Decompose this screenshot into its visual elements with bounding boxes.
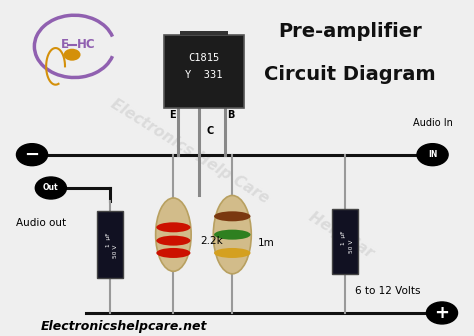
Text: E: E: [169, 110, 176, 120]
Text: Electronics Help Care: Electronics Help Care: [108, 96, 272, 206]
Text: +: +: [435, 304, 449, 322]
Ellipse shape: [156, 222, 191, 232]
Text: Pre-amplifier: Pre-amplifier: [278, 22, 422, 41]
Text: 50 V: 50 V: [348, 240, 354, 253]
Bar: [180, 31, 228, 35]
Text: −: −: [25, 146, 40, 164]
Text: IN: IN: [428, 150, 437, 159]
Text: 1  μF: 1 μF: [341, 231, 346, 245]
Bar: [97, 211, 123, 278]
Ellipse shape: [214, 248, 251, 258]
Text: Audio out: Audio out: [17, 218, 66, 228]
Ellipse shape: [214, 211, 251, 221]
Circle shape: [427, 302, 457, 324]
Circle shape: [36, 177, 66, 199]
Text: Help Car: Help Car: [306, 209, 376, 260]
Bar: [332, 209, 358, 274]
Text: 50 V: 50 V: [113, 245, 118, 258]
Ellipse shape: [156, 248, 191, 258]
Bar: [164, 35, 244, 108]
Circle shape: [417, 144, 448, 166]
Text: 1  μF: 1 μF: [106, 233, 111, 247]
Text: HC: HC: [77, 38, 95, 51]
Text: Circuit Diagram: Circuit Diagram: [264, 65, 436, 84]
Ellipse shape: [214, 229, 251, 240]
Ellipse shape: [155, 198, 191, 271]
Text: Electronicshelpcare.net: Electronicshelpcare.net: [41, 320, 207, 333]
Text: Out: Out: [43, 183, 59, 193]
Text: C: C: [206, 126, 214, 136]
Text: C1815
Y  331: C1815 Y 331: [185, 53, 223, 80]
Text: 6 to 12 Volts: 6 to 12 Volts: [355, 286, 420, 296]
Text: E: E: [61, 38, 69, 51]
Ellipse shape: [156, 236, 191, 246]
Text: 1m: 1m: [258, 238, 275, 248]
Text: Audio In: Audio In: [413, 118, 453, 128]
Text: 2.2k: 2.2k: [201, 236, 223, 246]
Text: B: B: [228, 110, 235, 120]
Ellipse shape: [213, 196, 251, 274]
Circle shape: [17, 144, 47, 166]
Circle shape: [64, 49, 81, 61]
